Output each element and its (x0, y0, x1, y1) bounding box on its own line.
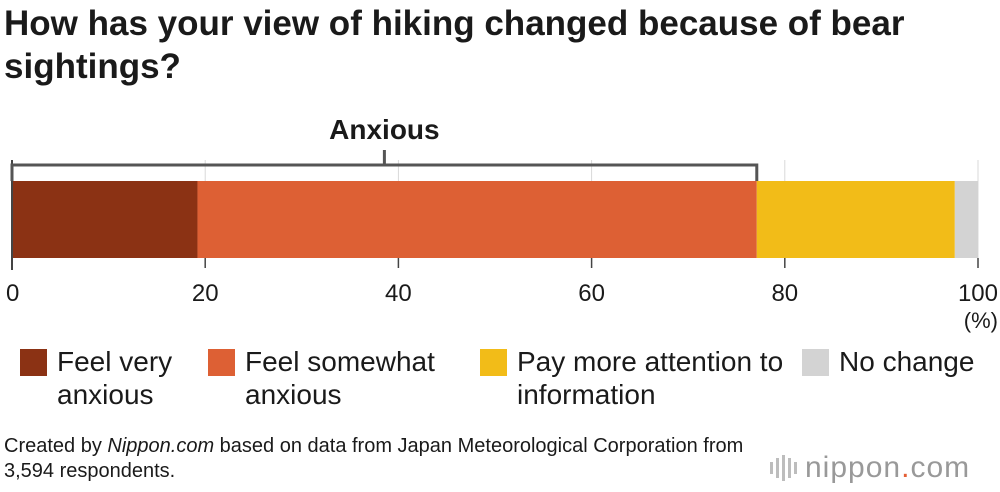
x-tick-label: 0 (6, 280, 19, 307)
legend-item-no-change: No change (802, 345, 997, 378)
x-tick-label: 60 (578, 280, 605, 307)
bar-segment-4 (954, 181, 978, 258)
legend-label: No change (839, 346, 975, 377)
nippon-logo: nippon. com (770, 451, 970, 485)
note-source-name: Nippon.com (107, 435, 215, 457)
stacked-bar-chart: 0 20 40 60 80 100(%) Anxious (6, 114, 998, 333)
x-tick-label: 40 (385, 280, 412, 307)
x-tick-label: 100 (958, 280, 998, 307)
legend-swatch (802, 349, 829, 376)
anxious-bracket: Anxious (10, 114, 759, 181)
bar-segment-1 (12, 181, 198, 258)
legend-swatch (480, 349, 507, 376)
legend-item-very-anxious: Feel very anxious (20, 345, 195, 411)
legend-item-pay-attention: Pay more attention to information (480, 345, 790, 411)
legend-swatch (208, 349, 235, 376)
note-suffix: based on data from Japan Meteorological … (4, 435, 744, 482)
legend-label: Pay more attention to information (517, 346, 784, 410)
bar-segment-3 (756, 181, 955, 258)
bracket-label: Anxious (329, 114, 439, 145)
chart-title: How has your view of hiking changed beca… (4, 4, 905, 86)
legend-label: Feel somewhat anxious (245, 346, 435, 410)
bracket-line (10, 163, 759, 181)
x-tick-label: 20 (192, 280, 219, 307)
logo-name: nippon (805, 451, 902, 484)
x-tick-label: 80 (771, 280, 798, 307)
x-axis-unit: (%) (964, 308, 998, 333)
source-note: Created by Nippon.com based on data from… (4, 434, 764, 484)
bar-segments (12, 181, 978, 258)
logo-dot: . (901, 451, 911, 484)
legend-swatch (20, 349, 47, 376)
legend-label: Feel very anxious (57, 346, 173, 410)
note-prefix: Created by (4, 435, 108, 457)
logo-tld: com (910, 451, 971, 484)
logo-mark-icon (770, 455, 797, 481)
legend-item-somewhat-anxious: Feel somewhat anxious (208, 345, 473, 411)
bar-segment-2 (197, 181, 757, 258)
